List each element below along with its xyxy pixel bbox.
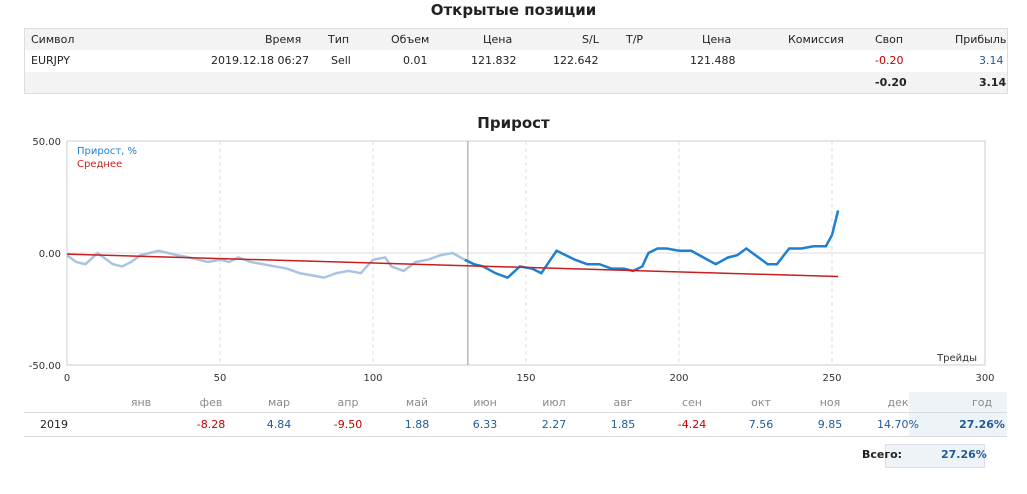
position-profit: 3.14: [979, 54, 1004, 67]
month-value-5: 6.33: [472, 418, 498, 431]
month-value-10: 9.85: [817, 418, 843, 431]
x-axis-label: Трейды: [936, 353, 977, 364]
month-header-11: дек: [887, 396, 909, 409]
legend-growth: Прирост, %: [77, 146, 137, 157]
x-tick-label: 150: [516, 373, 535, 384]
month-value-4: 1.88: [404, 418, 430, 431]
col-sl: S/L: [582, 33, 599, 46]
open-positions-title: Открытые позиции: [430, 1, 597, 19]
month-header-0: янв: [130, 396, 152, 409]
x-tick-label: 300: [975, 373, 994, 384]
col-price2: Цена: [702, 33, 732, 46]
total-box: [885, 444, 985, 468]
col-profit: Прибыль: [955, 33, 1007, 46]
month-header-7: авг: [613, 396, 633, 409]
month-value-11: 14.70%: [877, 418, 919, 431]
month-header-4: май: [405, 396, 429, 409]
total-profit: 3.14: [979, 76, 1007, 89]
position-price2: 121.488: [690, 54, 736, 67]
total-label: Всего:: [862, 448, 903, 461]
total-swap: -0.20: [875, 76, 907, 89]
month-value-8: -4.24: [677, 418, 707, 431]
x-tick-label: 100: [363, 373, 382, 384]
positions-header-row: Символ Время Тип Объем Цена S/L T/P Цена…: [25, 29, 1007, 51]
month-header-10: ноя: [819, 396, 841, 409]
x-tick-label: 50: [214, 373, 227, 384]
growth-line-current: [464, 210, 840, 280]
month-header-8: сен: [681, 396, 702, 409]
col-type: Тип: [328, 33, 350, 46]
col-price: Цена: [483, 33, 513, 46]
month-value-2: 4.84: [266, 418, 292, 431]
position-price: 121.832: [471, 54, 517, 67]
month-value-12: 27.26%: [959, 418, 1005, 431]
total-value: 27.26%: [941, 448, 987, 461]
x-tick-label: 250: [822, 373, 841, 384]
legend-average: Среднее: [77, 159, 122, 170]
monthly-data-row: 2019 -8.28 4.84 -9.50 1.88 6.33 2.27 1.85 -4.24…: [24, 412, 1007, 437]
month-value-6: 2.27: [541, 418, 567, 431]
month-header-9: окт: [751, 396, 771, 409]
col-commission: Комиссия: [788, 33, 844, 46]
y-tick-label: 0.00: [39, 249, 61, 260]
position-symbol: EURJPY: [31, 54, 70, 67]
month-value-9: 7.56: [748, 418, 774, 431]
col-tp: T/P: [626, 33, 644, 46]
month-value-7: 1.85: [610, 418, 636, 431]
monthly-header-row: янв фев мар апр май июн июл авг сен окт ноя дек год: [24, 392, 1007, 413]
y-tick-label: -50.00: [29, 361, 61, 372]
month-header-1: фев: [199, 396, 223, 409]
year-value-bg: [909, 412, 1007, 436]
col-symbol: Символ: [31, 33, 75, 46]
month-header-3: апр: [337, 396, 359, 409]
position-row[interactable]: EURJPY 2019.12.18 06:27 Sell 0.01 121.83…: [25, 50, 1007, 71]
month-header-6: июл: [542, 396, 566, 409]
y-tick-label: 50.00: [32, 137, 61, 148]
year-header-bg: [909, 392, 1007, 412]
year-label: 2019: [40, 418, 68, 431]
growth-chart: 0 50 100 150 200 250 300 50.00 0.00 -50.00 Трейды П…: [29, 137, 995, 384]
col-volume: Объем: [391, 33, 430, 46]
month-header-5: июн: [473, 396, 497, 409]
growth-line-history: [66, 249, 475, 279]
x-tick-label: 0: [64, 373, 70, 384]
growth-title: Прирост: [477, 114, 550, 132]
position-sl: 122.642: [553, 54, 599, 67]
position-swap: -0.20: [875, 54, 904, 67]
average-line: [66, 253, 839, 278]
month-value-1: -8.28: [196, 418, 226, 431]
month-header-12: год: [971, 396, 993, 409]
month-header-2: мар: [267, 396, 291, 409]
month-value-3: -9.50: [333, 418, 363, 431]
position-type: Sell: [331, 54, 351, 67]
col-time: Время: [265, 33, 302, 46]
positions-table: Символ Время Тип Объем Цена S/L T/P Цена…: [24, 28, 1008, 94]
position-volume: 0.01: [403, 54, 428, 67]
x-tick-label: 200: [669, 373, 688, 384]
col-swap: Своп: [875, 33, 904, 46]
position-time: 2019.12.18 06:27: [211, 54, 310, 67]
positions-total-row: -0.20 3.14: [25, 72, 1007, 93]
